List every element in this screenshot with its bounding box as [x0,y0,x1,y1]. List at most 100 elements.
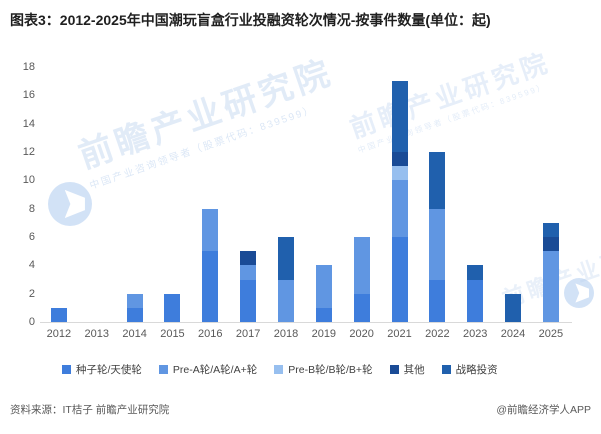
stacked-bar [353,237,370,322]
y-axis-tick-label: 4 [28,259,35,272]
bar-segment [126,293,143,308]
legend: 种子轮/天使轮 Pre-A轮/A轮/A+轮 Pre-B轮/B轮/B+轮 其他 战略投资 [62,362,562,377]
bar-slot [229,67,267,322]
bar-slot [343,67,381,322]
legend-item: Pre-B轮/B轮/B+轮 [274,362,373,377]
bar-slot [267,67,305,322]
legend-label: Pre-B轮/B轮/B+轮 [288,364,373,376]
bar-segment [391,166,408,181]
x-axis-tick-label: 2014 [122,328,147,340]
chart-title: 图表3：2012-2025年中国潮玩盲盒行业投融资轮次情况-按事件数量(单位：起… [10,12,491,28]
bar-segment [391,180,408,237]
bar-segment [542,222,559,238]
x-axis-tick-label: 2017 [235,328,261,340]
bar-slot [494,67,532,322]
legend-item: Pre-A轮/A轮/A+轮 [158,362,258,377]
legend-swatch-icon [441,365,451,374]
bar-segment [240,279,257,322]
stacked-bar [50,307,67,322]
x-axis-tick-label: 2012 [46,328,72,340]
x-axis-tick-label: 2020 [349,328,374,340]
x-axis-tick-label: 2025 [538,328,564,340]
stacked-bar [315,265,332,322]
bar-segment [240,251,257,266]
bar-segment [202,208,219,252]
bar-segment [505,293,522,322]
stacked-bar [202,208,219,322]
legend-label: 战略投资 [455,364,498,376]
legend-item: 其他 [389,362,425,377]
legend-label: 其他 [403,364,425,376]
bar-slot [191,67,229,322]
y-axis-tick-label: 18 [22,61,35,73]
bar-segment [126,307,143,322]
stacked-bar [505,293,522,322]
bar-segment [277,237,294,280]
legend-label: Pre-A轮/A轮/A+轮 [172,364,258,376]
legend-label: 种子轮/天使轮 [76,364,142,376]
stacked-bar [277,237,294,322]
x-axis-tick-label: 2024 [500,328,526,340]
legend-swatch-icon [158,365,168,374]
stacked-bar [542,222,559,322]
y-axis-tick-label: 0 [28,316,35,328]
bar-segment [542,251,559,322]
x-axis-labels: 2012 2013 2014 2015 2016 2017 2018 2019 2020 2021… [40,328,570,340]
stacked-bar [240,251,257,322]
stacked-bar [429,152,446,322]
y-axis-tick-label: 12 [22,146,35,158]
legend-item: 种子轮/天使轮 [62,362,142,377]
x-axis-tick-label: 2013 [84,328,109,340]
y-axis-tick-label: 16 [22,89,35,102]
stacked-bar [467,265,484,322]
bar-segment [391,81,408,153]
y-axis-tick-label: 8 [28,202,35,215]
legend-item: 战略投资 [441,362,498,377]
y-axis-tick-label: 6 [28,231,35,243]
bar-segment [353,237,370,294]
bar-segment [467,265,484,280]
bar-slot [116,67,154,322]
stacked-bar [164,293,181,322]
stacked-bar [126,293,143,322]
x-axis-tick-label: 2015 [160,328,185,340]
y-axis-tick-label: 2 [28,287,35,300]
legend-swatch-icon [62,365,71,374]
bar-slot [381,67,419,322]
bar-segment [353,293,370,322]
bar-segment [164,293,181,322]
x-axis-tick-label: 2019 [311,328,337,340]
bar-slot [78,67,116,322]
bars-container [40,67,570,322]
bar-segment [277,279,294,322]
bar-segment [202,251,219,322]
x-axis-line [40,322,572,323]
legend-swatch-icon [274,365,284,374]
bar-segment [467,279,484,322]
y-axis-tick-label: 10 [22,174,35,187]
bar-segment [429,208,446,280]
bar-slot [418,67,456,322]
bar-slot [532,67,570,322]
x-axis-tick-label: 2018 [273,328,299,340]
bar-segment [240,265,257,280]
x-axis-tick-label: 2022 [425,328,450,340]
x-axis-tick-label: 2021 [387,328,412,340]
bar-segment [391,152,408,167]
y-axis-tick-label: 14 [22,117,35,130]
bar-segment [542,237,559,252]
legend-swatch-icon [389,365,399,374]
app-credit: @前瞻经济学人APP [496,404,591,416]
x-axis-tick-label: 2016 [198,328,223,340]
bar-segment [429,279,446,322]
bar-slot [154,67,192,322]
bar-segment [315,307,332,322]
source-note: 资料来源：IT桔子 前瞻产业研究院 [10,404,170,416]
bar-slot [456,67,494,322]
stacked-bar [391,81,408,322]
x-axis-tick-label: 2023 [462,328,488,340]
bar-slot [305,67,343,322]
bar-slot [40,67,78,322]
